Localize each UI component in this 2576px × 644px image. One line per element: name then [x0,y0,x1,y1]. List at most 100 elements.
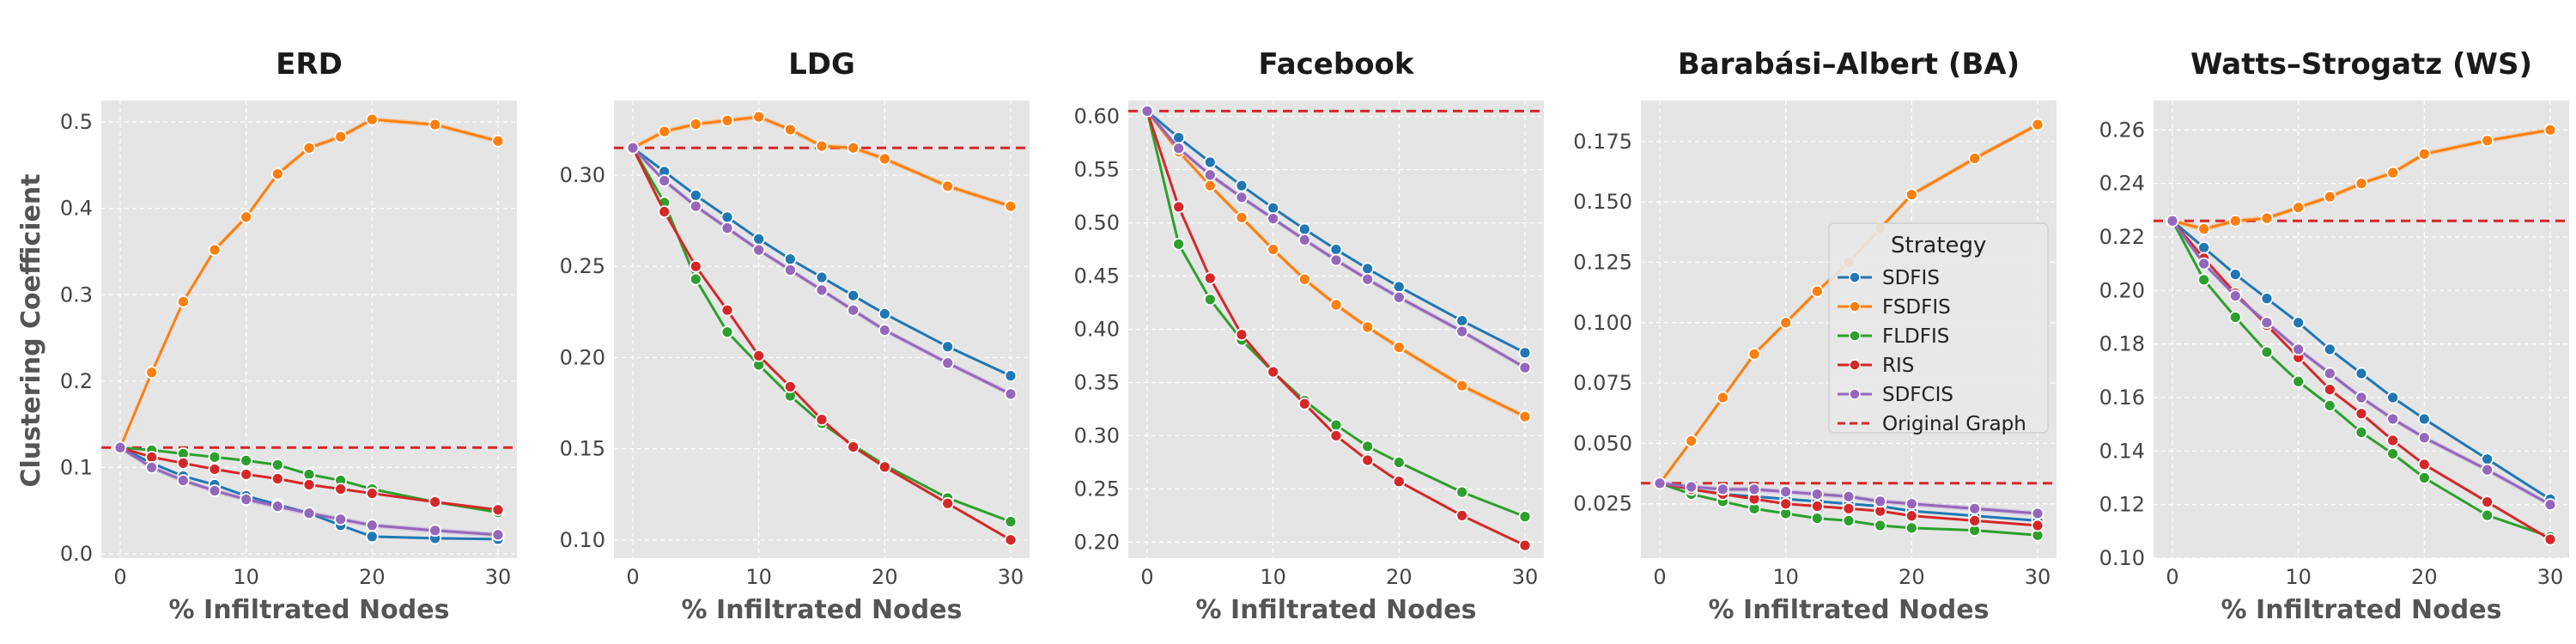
y-tick-label: 0.20 [560,345,605,369]
data-point-fsdfis [1394,342,1405,353]
data-point-sdfis [2356,368,2367,379]
y-tick-label: 0.20 [1074,530,1120,554]
x-tick-label: 30 [485,565,512,589]
data-point-sdfis [1520,347,1531,358]
data-point-sdfcis [1173,143,1184,154]
data-point-fldfis [1456,487,1467,498]
data-point-fsdfis [2419,149,2430,160]
data-point-sdfis [2262,293,2273,304]
data-point-ris [429,496,440,507]
data-point-fsdfis [1749,349,1760,360]
data-point-fsdfis [1005,201,1017,212]
y-tick-label: 0.1 [60,455,93,479]
data-point-ris [1844,503,1855,514]
data-point-sdfcis [753,245,764,256]
data-point-ris [210,464,221,475]
x-tick-label: 30 [1512,565,1539,589]
y-tick-label: 0.55 [1074,158,1120,182]
data-point-fldfis [722,326,733,337]
data-point-fsdfis [367,114,378,125]
data-point-ris [272,473,283,484]
data-point-sdfis [2387,392,2398,403]
data-point-fsdfis [1969,153,1980,164]
x-tick-label: 10 [233,565,259,589]
data-point-sdfis [1331,244,1342,255]
panel-ldg: 01020300.100.150.200.250.30LDG% Infiltra… [560,47,1030,625]
y-tick-label: 0.0 [60,542,93,566]
data-point-sdfcis [817,284,828,295]
data-point-sdfcis [2032,507,2044,519]
data-point-fsdfis [272,168,283,179]
data-point-fsdfis [2230,216,2241,227]
data-point-fsdfis [1205,180,1216,191]
data-point-ris [1906,510,1917,521]
data-point-sdfcis [879,325,890,336]
y-tick-label: 0.025 [1573,492,1632,516]
data-point-sdfcis [1236,191,1248,203]
data-point-fsdfis [2262,213,2273,224]
data-point-fldfis [690,274,702,285]
data-point-sdfis [942,341,953,352]
legend: StrategySDFISFSDFISFLDFISRISSDFCISOrigin… [1829,223,2048,435]
y-tick-label: 0.15 [560,437,605,461]
y-tick-label: 0.40 [1074,318,1120,342]
data-point-fsdfis [2356,178,2367,189]
data-point-fldfis [1520,511,1531,522]
data-point-sdfcis [1780,486,1791,497]
data-point-fldfis [2482,510,2493,521]
y-tick-label: 0.150 [1573,190,1632,214]
data-point-fsdfis [1812,286,1823,297]
data-point-ris [1812,501,1823,512]
data-point-fldfis [2262,346,2273,357]
data-point-ris [1173,201,1184,212]
data-point-ris [178,458,189,469]
data-point-ris [1267,367,1279,378]
data-point-ris [2356,408,2367,419]
y-tick-label: 0.25 [1074,477,1120,501]
data-point-sdfcis [272,501,283,512]
data-point-ris [1005,534,1017,545]
data-point-sdfis [2230,269,2241,280]
chart-title: ERD [276,47,343,82]
y-tick-label: 0.2 [60,369,93,393]
data-point-sdfcis [115,442,126,453]
clustering-coefficient-figure: Clustering Coefficient 01020300.00.10.20… [0,0,2576,644]
y-tick-label: 0.4 [60,197,93,221]
data-point-sdfcis [1299,234,1310,246]
data-point-fsdfis [240,211,252,222]
plot-area [2154,100,2569,558]
data-point-ris [785,381,796,392]
y-tick-label: 0.100 [1573,311,1632,335]
data-point-fldfis [2230,312,2241,323]
data-point-fldfis [304,469,315,480]
data-point-fldfis [2387,448,2398,459]
legend-label-fsdfis: FSDFIS [1882,296,1951,319]
data-point-ris [722,305,733,316]
data-point-sdfcis [240,494,252,505]
x-tick-label: 10 [1260,565,1286,589]
x-axis-label: % Infiltrated Nodes [169,595,450,625]
data-point-fldfis [272,459,283,471]
chart-title: Watts–Strogatz (WS) [2190,47,2532,82]
x-tick-label: 0 [2166,565,2178,589]
data-point-fsdfis [1520,411,1531,422]
x-tick-label: 20 [872,565,898,589]
data-point-ris [335,483,346,495]
data-point-fldfis [1394,457,1405,468]
data-point-sdfcis [1812,489,1823,500]
data-point-fsdfis [1299,274,1310,285]
chart-title: Facebook [1258,47,1414,82]
data-point-fldfis [210,452,221,463]
x-tick-label: 30 [2025,565,2051,589]
data-point-ris [2324,384,2336,395]
data-point-ris [942,498,953,509]
legend-label-sdfcis: SDFCIS [1882,384,1953,406]
x-tick-label: 10 [2285,565,2312,589]
data-point-sdfcis [2545,499,2556,510]
data-point-sdfcis [1749,483,1760,495]
data-point-ris [1780,498,1791,509]
data-point-sdfcis [690,201,702,212]
data-point-sdfcis [1906,498,1917,509]
data-point-fsdfis [429,119,440,131]
legend-title: Strategy [1891,233,1986,258]
